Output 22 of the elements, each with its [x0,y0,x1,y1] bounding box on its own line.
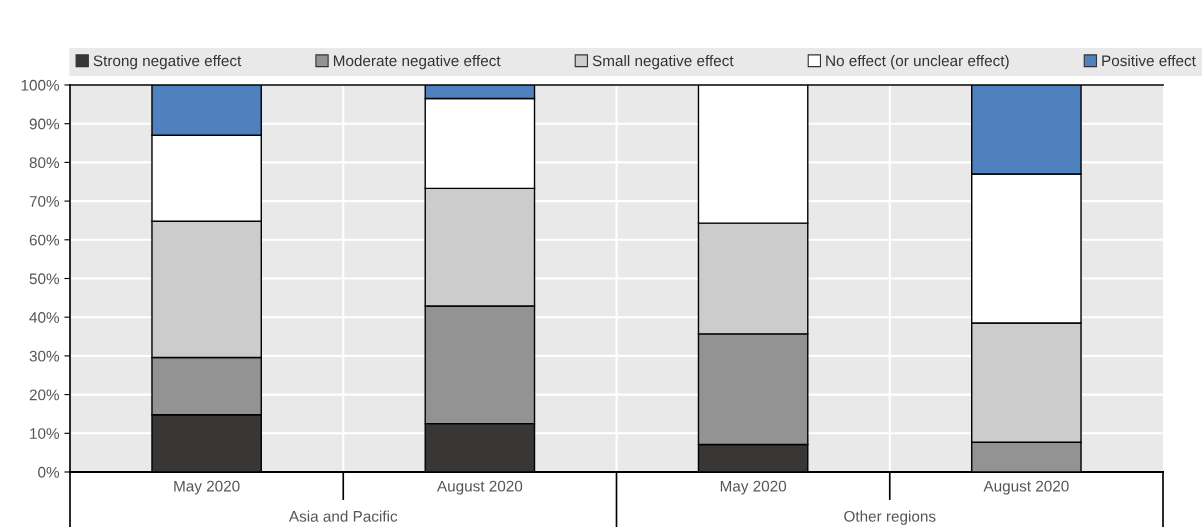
y-tick-label: 90% [29,118,60,130]
y-tick-label: 80% [29,157,60,169]
x-tick-label: August 2020 [983,480,1069,495]
y-tick-label: 0% [38,466,60,478]
legend-label: No effect (or unclear effect) [826,54,1009,70]
text: Asia and Pacific [288,510,398,522]
x-tick-label: August 2020 [437,480,523,495]
legend-label: Strong negative effect [93,54,242,70]
legend-label: Positive effect [1102,54,1196,67]
y-tick-label: 40% [29,312,60,323]
legend-label: Small negative effect [592,54,734,70]
legend-label: Moderate negative effect [333,54,501,70]
y-tick-label: 30% [29,350,60,362]
y-tick-label: 50% [29,273,60,285]
text: Other regions [844,510,936,525]
y-tick-label: 70% [29,195,60,207]
y-tick-label: 20% [29,389,60,401]
x-tick-label: May 2020 [174,480,240,495]
y-tick-label: 10% [30,428,60,439]
x-tick-label: May 2020 [720,480,787,495]
y-tick-label: 100% [21,79,60,91]
y-tick-label: 60% [29,234,60,246]
